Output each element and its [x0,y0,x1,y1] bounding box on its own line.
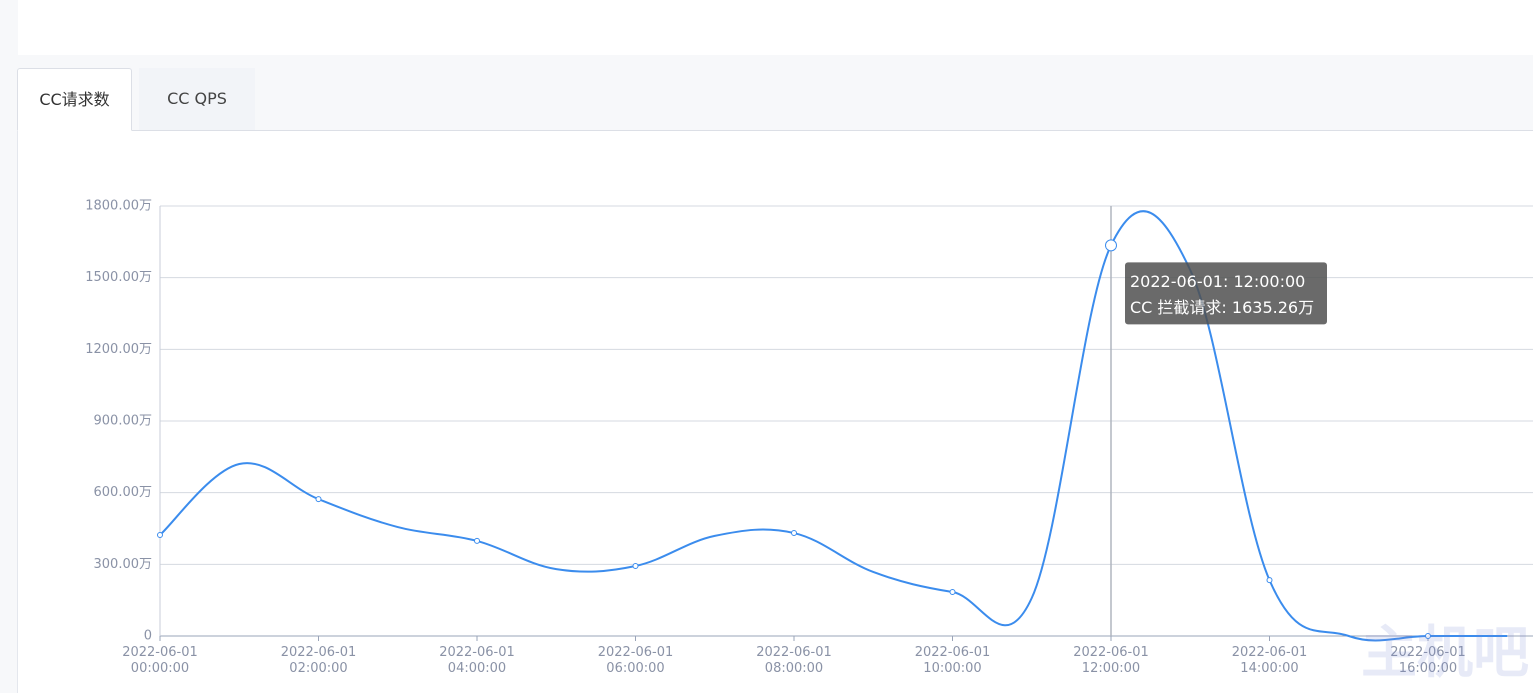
tab[interactable]: CC请求数 [17,68,132,131]
y-tick-label: 1200.00万 [85,342,152,357]
x-tick-label-line: 08:00:00 [765,661,823,676]
point [949,589,956,596]
x-tick-label: 2022-06-01 14:00:00 [1232,645,1308,676]
tab[interactable]: CC QPS [139,68,255,130]
x-tick-label-line: 16:00:00 [1399,661,1457,676]
x-tick-label: 2022-06-01 04:00:00 [439,645,515,676]
x-tick-label-line: 2022-06-01 [598,645,674,660]
x-tick-label-line: 2022-06-01 [122,645,198,660]
tooltip-title: 2022-06-01: 12:00:00 [1130,272,1305,291]
x-tick-label: 2022-06-01 00:00:00 [122,645,198,676]
tooltip-box [1125,262,1327,325]
point [315,496,322,503]
point [1425,633,1431,639]
x-tick-label-line: 00:00:00 [131,661,189,676]
x-tick-label-line: 10:00:00 [923,661,981,676]
y-tick-label: 0 [144,629,152,644]
x-tick-label-line: 04:00:00 [448,661,506,676]
x-tick-label-line: 12:00:00 [1082,661,1140,676]
point [1266,577,1273,584]
point [1105,239,1117,252]
tab-bar: CC请求数 CC QPS [17,68,1533,131]
tooltip-label: CC 拦截请求: 1635.26万 [1130,298,1314,317]
x-tick-label: 2022-06-01 12:00:00 [1073,645,1149,676]
y-tick-label: 600.00万 [94,485,153,500]
point [632,563,639,570]
x-tick-label-line: 2022-06-01 [756,645,832,660]
x-tick-label-line: 02:00:00 [289,661,347,676]
x-tick-label-line: 2022-06-01 [1073,645,1149,660]
top-card [18,0,1533,55]
chart-panel [17,131,1533,693]
point [791,530,797,537]
x-tick-label: 2022-06-01 02:00:00 [281,645,357,676]
x-tick-label-line: 2022-06-01 [439,645,515,660]
x-tick-label-line: 2022-06-01 [1390,645,1466,660]
x-tick-label: 2022-06-01 08:00:00 [756,645,832,676]
point [474,537,480,544]
x-tick-label: 2022-06-01 10:00:00 [915,645,991,676]
point [157,531,163,538]
y-tick-label: 1800.00万 [85,199,152,214]
x-tick-label-line: 2022-06-01 [1232,645,1308,660]
x-tick-label: 2022-06-01 06:00:00 [598,645,674,676]
x-tick-label-line: 2022-06-01 [281,645,357,660]
y-tick-label: 900.00万 [94,414,153,429]
watermark: 主机吧 [1361,621,1529,686]
x-tick-label-line: 06:00:00 [606,661,664,676]
y-tick-label: 300.00万 [94,557,153,572]
x-tick-label-line: 2022-06-01 [915,645,991,660]
y-tick-label: 1500.00万 [85,270,152,285]
x-tick-label-line: 14:00:00 [1240,661,1298,676]
x-tick-label: 2022-06-01 16:00:00 [1390,645,1466,676]
